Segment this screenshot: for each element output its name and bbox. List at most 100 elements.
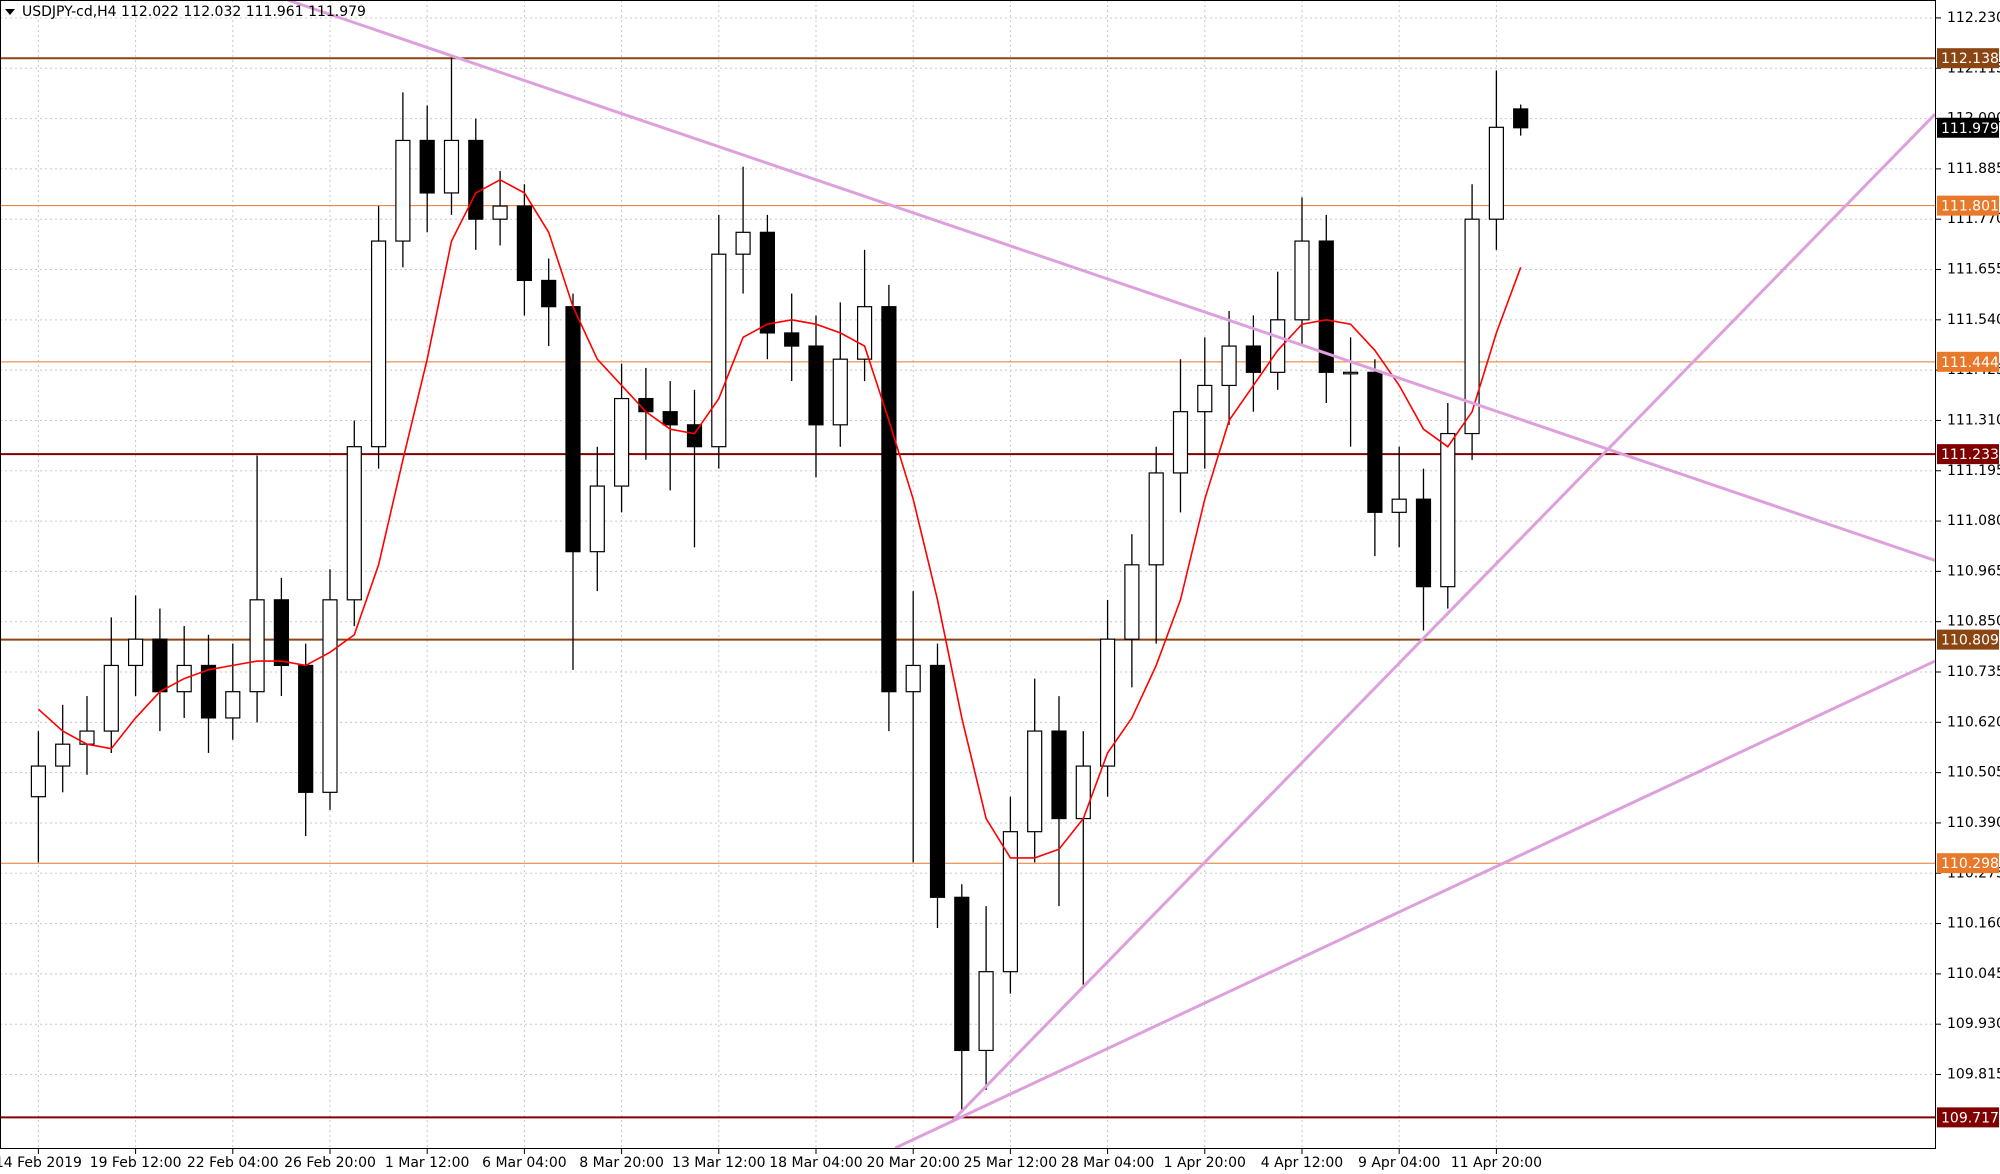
price-box [1937,351,1999,372]
y-tick-label: 110.390 [1947,815,2000,831]
candle-body [1124,564,1140,640]
candle-body [1027,730,1043,833]
price-box-label: 110.809 [1941,633,1999,649]
candle-body [978,971,994,1052]
price-box [1937,1107,1999,1128]
candle-body [1099,638,1116,767]
candle-body [30,765,46,798]
y-tick-label: 111.310 [1947,412,2000,428]
x-tick-label: 22 Feb 04:00 [187,1155,279,1171]
candle-body [1415,498,1432,588]
candle-body [1148,472,1164,566]
y-tick-label: 110.620 [1947,714,2000,730]
candle-body [541,279,557,308]
x-tick-label: 28 Mar 04:00 [1061,1155,1154,1171]
candle-body [784,332,800,347]
candle-body [1245,345,1261,373]
x-tick-label: 1 Apr 20:00 [1164,1155,1246,1171]
x-tick-label: 25 Mar 12:00 [964,1155,1057,1171]
x-tick-label: 18 Mar 04:00 [769,1155,862,1171]
y-tick-label: 111.540 [1947,312,2000,328]
x-tick-label: 14 Feb 2019 [0,1155,82,1171]
candle-body [638,397,654,413]
candle-body [759,231,775,334]
candle-body [443,139,460,194]
x-tick-label: 8 Mar 20:00 [579,1155,664,1171]
candle-body [516,205,532,282]
candle-body [1294,240,1310,321]
price-box-label: 111.444 [1941,355,1999,371]
candle-body [225,691,241,719]
x-tick-label: 9 Apr 04:00 [1358,1155,1440,1171]
candle-body [1513,108,1529,129]
candle-body [856,306,873,360]
y-tick-label: 109.930 [1947,1016,2000,1032]
candle-body [152,638,168,693]
candle-body [127,638,144,667]
x-tick-label: 1 Mar 12:00 [385,1155,470,1171]
candle-body [589,485,605,553]
candle-body [395,139,411,242]
candle-body [1270,319,1286,373]
y-tick-label: 110.160 [1947,916,2000,932]
price-box-label: 111.979 [1941,121,1999,137]
title-marker [5,9,15,15]
y-tick-label: 111.080 [1947,513,2000,529]
candle-body [808,345,824,426]
x-tick-label: 26 Feb 20:00 [284,1155,376,1171]
price-box-label: 110.298 [1941,856,1999,872]
candle-body [298,664,314,793]
x-tick-label: 4 Apr 12:00 [1261,1155,1343,1171]
candle-body [565,306,581,553]
x-tick-label: 20 Mar 20:00 [866,1155,959,1171]
x-tick-label: 6 Mar 04:00 [482,1155,567,1171]
price-box [1937,853,1999,874]
price-box [1937,629,1999,650]
candle-body [1197,384,1213,413]
candle-body [1172,411,1189,474]
candle-body [1221,345,1237,387]
price-box [1937,48,1999,69]
candle-body [273,599,289,667]
x-tick-label: 11 Apr 20:00 [1451,1155,1542,1171]
y-tick-label: 112.230 [1947,10,2000,26]
price-box-label: 112.138 [1941,51,1999,67]
candle-body [954,896,970,1052]
moving-average [37,178,1522,859]
candle-body [832,358,848,426]
price-box-label: 109.717 [1941,1110,1999,1126]
candle-body [929,664,946,898]
candle-body [468,139,484,220]
candle-body [711,253,727,448]
y-tick-label: 110.505 [1947,765,2000,781]
time-axis [0,1148,1935,1174]
y-tick-label: 111.885 [1947,161,2000,177]
candle-body [881,306,897,693]
candle-body [55,743,71,767]
candle-body [1488,126,1504,220]
x-tick-label: 19 Feb 12:00 [90,1155,182,1171]
candle-body [1464,218,1480,435]
price-box-label: 111.801 [1941,199,1999,215]
candle-body [346,446,362,601]
candle-body [492,205,508,220]
price-box [1937,195,1999,216]
candle-body [1002,831,1018,973]
y-tick-label: 110.850 [1947,614,2000,630]
candle-body [1391,498,1407,513]
candle-body [662,411,678,426]
y-tick-label: 111.655 [1947,262,2000,278]
candle-body [322,599,338,793]
candle-body [200,664,217,719]
y-tick-label: 110.045 [1947,966,2000,982]
y-tick-label: 110.735 [1947,664,2000,680]
trendline [951,113,1937,1122]
candle-body [686,424,703,448]
candle-body [370,240,387,448]
trendline [287,0,1936,562]
candle-body [1051,730,1067,820]
candle-body [1342,371,1359,375]
price-box [1937,444,1999,465]
candle-body [419,139,435,194]
